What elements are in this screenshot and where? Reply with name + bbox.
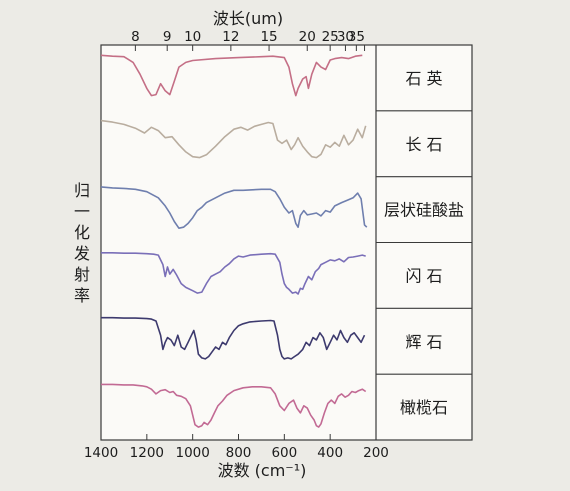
series-line	[100, 54, 363, 97]
bottom-tick-label: 600	[271, 445, 297, 461]
legend-label: 橄榄石	[400, 398, 448, 417]
top-tick-label: 9	[163, 29, 172, 45]
top-tick-label: 10	[184, 29, 201, 45]
top-tick-label: 20	[299, 29, 316, 45]
top-axis-title: 波长(um)	[213, 9, 283, 28]
bottom-tick-label: 1400	[84, 445, 118, 461]
series-line	[101, 383, 367, 428]
bottom-tick-label: 400	[317, 445, 343, 461]
bottom-axis-ticks: 1400 1200 1000 800 600 400 200	[84, 434, 389, 461]
legend-label: 闪 石	[405, 266, 442, 285]
y-axis-label-char: 射	[74, 265, 90, 284]
series-line	[100, 119, 367, 159]
legend-label: 石 英	[405, 69, 442, 88]
bottom-tick-label: 200	[363, 445, 389, 461]
top-tick-label: 8	[131, 29, 140, 45]
bottom-axis-title: 波数 (cm⁻¹)	[218, 461, 307, 480]
y-axis-label-char: 率	[74, 286, 90, 305]
top-tick-label: 12	[222, 29, 239, 45]
y-axis-label-char: 归	[74, 181, 90, 200]
top-tick-label: 30	[337, 29, 354, 45]
top-tick-label: 35	[348, 29, 365, 45]
series-line	[101, 252, 366, 295]
y-axis-label-char: 发	[74, 244, 90, 263]
spectra-lines	[100, 54, 368, 428]
legend-boxes	[376, 110, 472, 375]
top-tick-label: 15	[260, 29, 277, 45]
series-line	[100, 186, 368, 229]
y-axis-label-char: 化	[74, 223, 90, 242]
legend-label: 长 石	[405, 135, 442, 154]
series-line	[101, 316, 366, 360]
legend-label: 层状硅酸盐	[384, 201, 464, 220]
legend-label: 辉 石	[405, 332, 442, 351]
bottom-tick-label: 800	[226, 445, 252, 461]
y-axis-label-char: 一	[74, 202, 90, 221]
bottom-tick-label: 1000	[175, 445, 209, 461]
top-tick-label: 25	[322, 29, 339, 45]
bottom-tick-label: 1200	[130, 445, 164, 461]
